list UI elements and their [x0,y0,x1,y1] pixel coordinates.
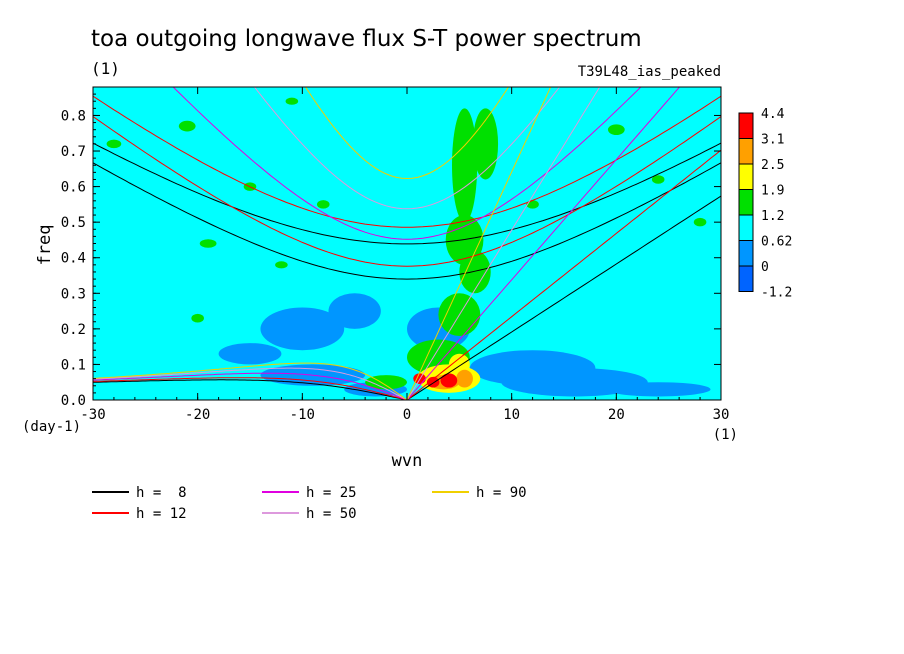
curve-h90-ig1 [304,87,510,180]
legend-label-1: h = 12 [136,506,187,522]
colorbar-label-4: 1.2 [761,209,784,224]
title-units: (1) [91,59,120,78]
y-tick-label-8: 0.8 [61,108,86,124]
power-region-21 [440,373,458,388]
curve-h8-ig2 [93,142,721,245]
colorbar-swatch-1 [738,138,754,165]
colorbar-label-6: 0 [761,260,769,275]
y-tick-label-5: 0.5 [61,215,86,231]
power-region-33 [285,97,299,105]
y-axis-label: freq [35,225,55,266]
power-region-25 [199,239,217,248]
chart-subtitle: T39L48_ias_peaked [578,64,721,80]
curve-h12-rossby [93,377,408,400]
y-tick-label-6: 0.6 [61,180,86,196]
x-axis-label: wvn [392,451,423,471]
colorbar-label-7: -1.2 [761,286,792,301]
curve-h8-kelvin [406,195,721,400]
curve-h25-ig1 [172,87,642,240]
x-tick-label-1: -20 [185,407,210,423]
curve-h50-ig1 [253,87,561,210]
power-region-32 [651,175,665,184]
curve-h12-ig1 [93,116,721,267]
colorbar-label-3: 1.9 [761,184,784,199]
plot-area [92,86,722,401]
power-region-12 [459,250,491,294]
curve-h50-rossby [93,367,408,400]
colorbar-swatch-3 [738,189,754,216]
colorbar-label-2: 2.5 [761,158,784,173]
power-region-2 [218,343,282,365]
colorbar-swatch-4 [738,214,754,241]
colorbar-swatch-0 [738,112,754,139]
y-tick-label-3: 0.3 [61,286,86,302]
colorbar-swatch-5 [738,240,754,267]
power-region-23 [178,120,196,132]
power-region-26 [316,200,330,209]
curve-h25-kelvin [406,87,681,400]
colorbar-label-0: 4.4 [761,107,785,122]
x-tick-label-6: 30 [713,407,730,423]
x-units: (1) [713,427,738,443]
power-region-34 [526,200,539,209]
x-tick-label-0: -30 [80,407,105,423]
colorbar-swatch-6 [738,265,754,292]
curve-h90-kelvin [406,87,552,400]
colorbar-swatch-2 [738,163,754,190]
x-tick-label-2: -10 [290,407,315,423]
legend-label-0: h = 8 [136,485,187,501]
y-tick-label-4: 0.4 [61,251,86,267]
power-region-27 [275,261,288,269]
x-tick-label-3: 0 [403,407,411,423]
legend-label-3: h = 50 [306,506,357,522]
power-region-19 [456,369,473,388]
curve-h8-rossby [93,379,408,400]
power-region-8 [605,382,711,397]
power-region-29 [191,313,204,323]
y-tick-label-1: 0.1 [61,357,86,373]
power-region-1 [328,293,381,329]
power-region-9 [452,108,478,223]
chart-title: toa outgoing longwave flux S-T power spe… [91,26,642,52]
y-tick-label-7: 0.7 [61,144,86,160]
colorbar-label-1: 3.1 [761,133,784,148]
curve-h12-kelvin [406,149,721,400]
power-region-0 [260,307,345,351]
x-tick-label-4: 10 [503,407,520,423]
curve-h25-rossby [93,372,408,400]
x-tick-label-5: 20 [608,407,625,423]
legend: h = 8 h = 12 h = 25 h = 50 h = 90 [92,485,527,522]
power-region-10 [472,108,499,180]
legend-label-2: h = 25 [306,485,357,501]
colorbar: 4.4 3.1 2.5 1.9 1.2 0.62 0 -1.2 [738,107,792,301]
curve-h8-ig1 [93,162,721,280]
power-region-24 [106,139,122,149]
legend-label-4: h = 90 [476,485,527,501]
y-tick-label-0: 0.0 [61,393,86,409]
power-region-30 [607,124,625,136]
y-units: (day-1) [22,419,81,435]
curve-h50-kelvin [406,87,601,400]
curve-h90-rossby [93,362,408,400]
colorbar-label-5: 0.62 [761,235,792,250]
power-region-31 [693,217,707,227]
y-tick-label-2: 0.2 [61,322,86,338]
